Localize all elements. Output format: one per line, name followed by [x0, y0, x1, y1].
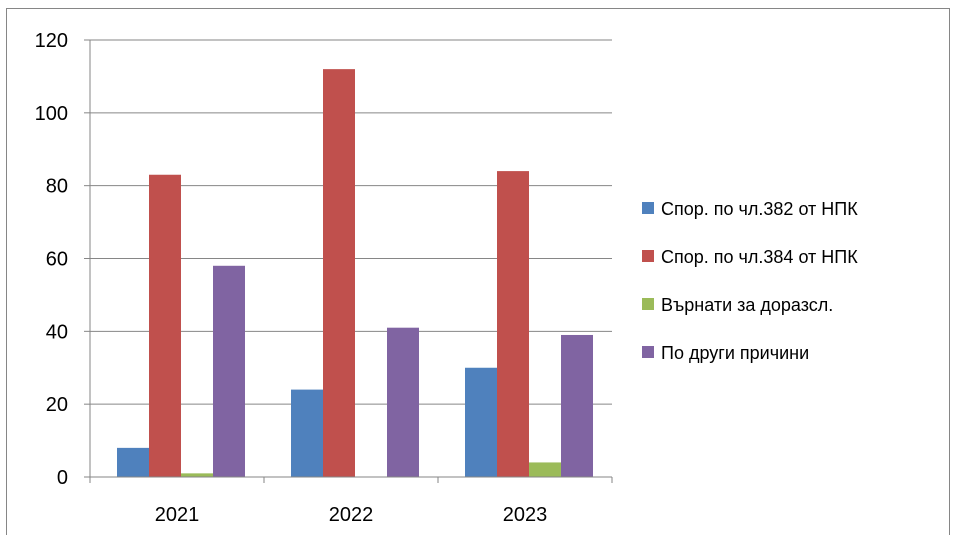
legend-label: По други причини: [661, 343, 809, 363]
bar-2021-series-1: [117, 447, 149, 477]
bar-2023-series-4: [561, 334, 593, 477]
y-tick-label: 0: [57, 467, 68, 489]
bar-2022-series-4: [387, 327, 419, 477]
y-tick-label: 80: [46, 176, 68, 198]
legend-swatch: [642, 298, 654, 310]
x-tick-label: 2022: [329, 504, 374, 526]
bar-2023-series-1: [465, 367, 497, 477]
bar-2022-series-1: [291, 389, 323, 477]
x-tick-label: 2023: [503, 504, 548, 526]
y-tick-labels: 0 20 40 60 80 100 120: [35, 30, 68, 489]
y-tick-label: 60: [46, 249, 68, 271]
legend-swatch: [642, 202, 654, 214]
y-tick-label: 120: [35, 30, 68, 52]
legend-label: Спор. по чл.382 от НПК: [661, 199, 858, 219]
legend-swatch: [642, 250, 654, 262]
bar-2023-series-2: [497, 171, 529, 477]
bars: [117, 69, 593, 477]
y-tick-label: 20: [46, 394, 68, 416]
legend: Спор. по чл.382 от НПК Спор. по чл.384 от…: [642, 199, 858, 363]
bar-2021-series-4: [213, 265, 245, 477]
legend-swatch: [642, 346, 654, 358]
legend-label: Спор. по чл.384 от НПК: [661, 247, 858, 267]
x-tick-labels: 2021 2022 2023: [155, 504, 548, 526]
y-tick-label: 40: [46, 321, 68, 343]
y-tick-label: 100: [35, 103, 68, 125]
bar-2021-series-2: [149, 174, 181, 477]
bar-2022-series-2: [323, 69, 355, 477]
x-tick-label: 2021: [155, 504, 200, 526]
axes: [84, 39, 613, 483]
legend-label: Върнати за доразсл.: [661, 295, 833, 315]
bar-2023-series-3: [529, 462, 561, 477]
bar-2021-series-3: [181, 473, 213, 477]
